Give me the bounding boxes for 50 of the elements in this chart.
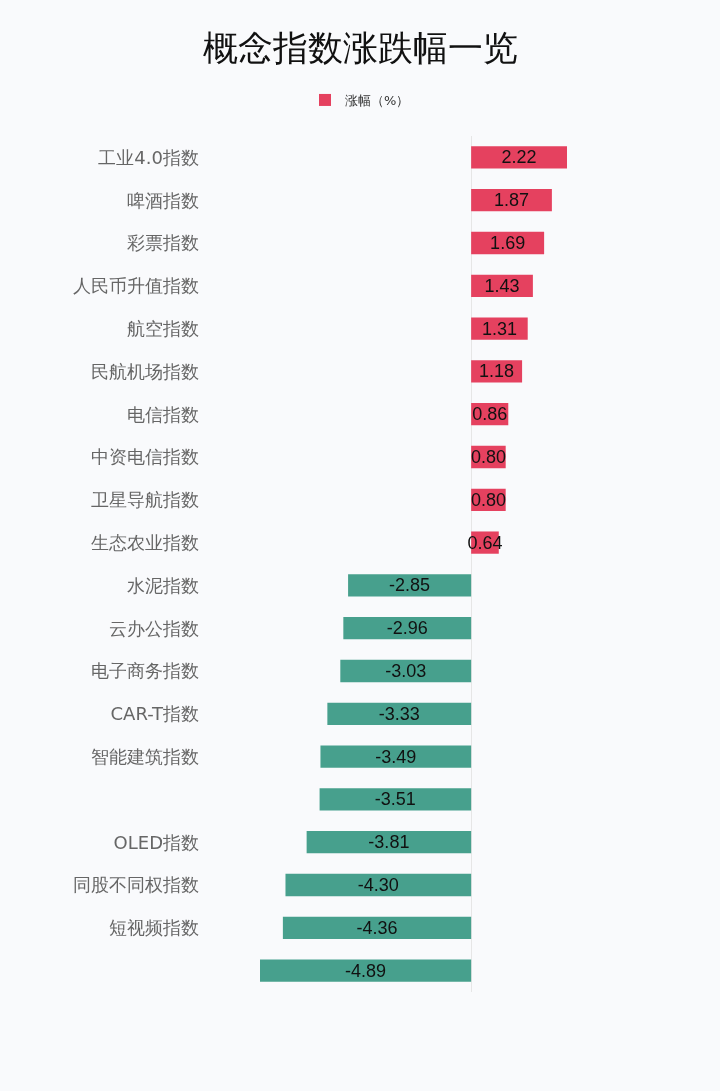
data-label: -3.03: [385, 661, 427, 681]
y-tick-label: 民航机场指数: [91, 360, 199, 382]
bar: [260, 959, 472, 982]
y-tick-label: 电子商务指数: [91, 660, 199, 682]
y-tick-label: 水泥指数: [127, 574, 199, 596]
legend-label: 涨幅（%）: [345, 93, 410, 109]
data-label: -4.30: [357, 875, 399, 895]
data-label: -2.85: [389, 575, 431, 596]
y-tick-label: 电信指数: [127, 403, 199, 425]
y-tick-label: 中资电信指数: [91, 446, 199, 468]
y-tick-label: 工业4.0指数: [98, 146, 199, 168]
data-label: 0.86: [472, 404, 508, 425]
data-label: -4.89: [345, 960, 387, 981]
y-tick-label: 卫星导航指数: [91, 489, 199, 511]
y-tick-label: 云办公指数: [109, 617, 199, 639]
data-label: 2.22: [501, 147, 537, 168]
bar: [348, 574, 472, 597]
y-tick-label: 同股不同权指数: [73, 874, 199, 896]
data-label: 0.80: [470, 489, 506, 510]
y-tick-label: 生态农业指数: [91, 531, 199, 553]
data-label: 0.80: [470, 447, 506, 467]
data-label: 1.87: [493, 190, 530, 211]
data-label: -3.51: [374, 789, 416, 810]
data-label: -3.49: [375, 746, 417, 767]
chart-title: 概念指数涨跌幅一览: [202, 28, 518, 69]
bar: [471, 146, 567, 169]
data-label: -2.96: [386, 618, 428, 639]
data-label: 1.43: [484, 275, 520, 296]
y-tick-label: CAR-T指数: [110, 703, 199, 725]
data-label: 1.31: [481, 318, 517, 339]
data-label: 1.69: [490, 233, 526, 253]
bar: [320, 745, 472, 768]
bar: [343, 617, 472, 640]
y-tick-label: 短视频指数: [109, 917, 199, 939]
data-label: -3.33: [378, 703, 420, 724]
bar: [285, 873, 472, 897]
bar: [319, 788, 472, 811]
y-tick-label: 航空指数: [127, 317, 199, 339]
bar: [306, 831, 472, 854]
y-tick-label: 彩票指数: [127, 232, 199, 254]
data-label: -4.36: [356, 917, 398, 938]
bar: [282, 916, 472, 939]
y-tick-label: 啤酒指数: [127, 189, 199, 211]
data-label: 1.18: [479, 361, 515, 382]
data-label: -3.81: [368, 832, 410, 853]
y-tick-label: OLED指数: [113, 831, 199, 853]
bar: [340, 659, 472, 683]
y-tick-label: 人民币升值指数: [73, 275, 199, 297]
y-tick-label: 智能建筑指数: [91, 745, 199, 767]
bar: [327, 702, 472, 725]
